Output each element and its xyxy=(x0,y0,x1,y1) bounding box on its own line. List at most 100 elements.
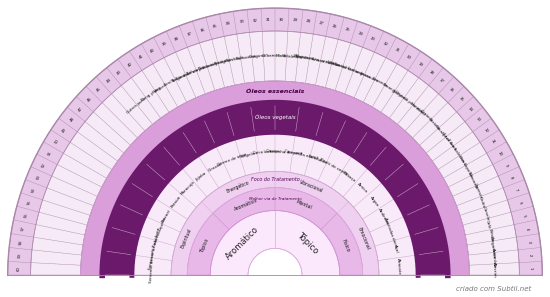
Text: Argan: Argan xyxy=(368,195,379,208)
Text: 24: 24 xyxy=(358,31,364,37)
Polygon shape xyxy=(210,211,340,275)
Text: Melaleuca: Melaleuca xyxy=(282,54,303,59)
Text: 28: 28 xyxy=(306,20,311,24)
Text: 21: 21 xyxy=(394,48,400,53)
Text: 34: 34 xyxy=(226,21,231,26)
Text: Amêndoa doce: Amêndoa doce xyxy=(383,217,398,247)
Text: 59: 59 xyxy=(18,253,22,258)
Text: Sálvia esclareia: Sálvia esclareia xyxy=(186,61,217,76)
Text: Vetiver: Vetiver xyxy=(153,83,168,94)
Text: 38: 38 xyxy=(174,36,180,42)
Text: 42: 42 xyxy=(127,61,133,68)
Text: Patchouli: Patchouli xyxy=(226,56,245,63)
Polygon shape xyxy=(187,188,363,275)
Text: Limão taiti: Limão taiti xyxy=(326,60,348,70)
Text: 44: 44 xyxy=(106,78,112,84)
Text: Canela: Canela xyxy=(481,206,490,220)
Text: Copaíba: Copaíba xyxy=(462,162,474,179)
Text: 43: 43 xyxy=(116,69,123,75)
Text: Eucalipto: Eucalipto xyxy=(434,124,449,141)
Text: Gergelim: Gergelim xyxy=(239,151,258,159)
Text: Germe de trigo: Germe de trigo xyxy=(217,152,247,167)
Text: Mandariona veneta: Mandariona veneta xyxy=(295,54,335,65)
Text: 37: 37 xyxy=(186,31,192,37)
Text: 49: 49 xyxy=(61,127,67,134)
Text: Pimenta preta: Pimenta preta xyxy=(198,59,227,71)
Text: 11: 11 xyxy=(490,139,496,145)
Text: 27: 27 xyxy=(319,21,324,26)
Text: 33: 33 xyxy=(239,20,244,24)
Text: 1: 1 xyxy=(529,267,533,270)
Text: Ho wood: Ho wood xyxy=(409,101,426,116)
Text: Cravo: Cravo xyxy=(457,154,467,167)
Text: Mirra: Mirra xyxy=(276,54,286,58)
Text: Castanha do pará: Castanha do pará xyxy=(266,149,302,156)
Text: 14: 14 xyxy=(466,106,472,113)
Text: Espiritual: Espiritual xyxy=(180,228,193,249)
Text: Mental: Mental xyxy=(295,199,313,211)
Text: 23: 23 xyxy=(370,36,376,42)
Text: Cipreste: Cipreste xyxy=(472,183,483,200)
Text: 46: 46 xyxy=(86,96,92,102)
Text: 13: 13 xyxy=(475,116,481,123)
Text: Camomila alemã: Camomila alemã xyxy=(284,149,318,160)
Text: Coco babaçu: Coco babaçu xyxy=(253,149,279,155)
Text: Calêndula: Calêndula xyxy=(308,154,328,165)
Text: 19: 19 xyxy=(417,61,423,68)
Text: Óleos essenciais: Óleos essenciais xyxy=(246,89,304,94)
Text: Semente de uva: Semente de uva xyxy=(148,249,155,284)
Text: Maracujá: Maracujá xyxy=(180,180,196,196)
Text: Olíbano: Olíbano xyxy=(261,54,277,58)
Text: 50: 50 xyxy=(54,139,60,145)
Text: Manjerona: Manjerona xyxy=(293,55,315,61)
Text: 45: 45 xyxy=(96,87,102,93)
Text: 22: 22 xyxy=(382,42,388,48)
Text: Alecrim: Alecrim xyxy=(492,262,497,278)
Text: Pracaxi: Pracaxi xyxy=(161,209,172,224)
Text: criado com Subtil.net: criado com Subtil.net xyxy=(456,286,531,292)
Text: Erva doce: Erva doce xyxy=(441,132,457,151)
Text: Jojoba: Jojoba xyxy=(195,171,207,182)
Text: 4: 4 xyxy=(524,227,529,230)
Text: 29: 29 xyxy=(293,18,298,23)
Text: 9: 9 xyxy=(504,163,508,167)
Text: Outros: Outros xyxy=(126,102,139,115)
Polygon shape xyxy=(81,81,469,275)
Text: 56: 56 xyxy=(24,213,29,219)
Text: 25: 25 xyxy=(345,28,350,33)
Text: Bergamota: Bergamota xyxy=(489,235,496,258)
Text: Rosa mosqueta: Rosa mosqueta xyxy=(152,217,167,248)
Text: Gerânio: Gerânio xyxy=(419,109,433,123)
Text: Limão siciliano: Limão siciliano xyxy=(333,62,363,75)
Text: Lavanda: Lavanda xyxy=(371,77,388,89)
Text: Aromático: Aromático xyxy=(224,225,261,261)
Text: 31: 31 xyxy=(266,18,271,22)
Text: 17: 17 xyxy=(438,78,444,84)
Polygon shape xyxy=(8,8,542,275)
Text: Óleos vegetais: Óleos vegetais xyxy=(255,114,295,121)
Text: 39: 39 xyxy=(162,42,168,48)
Text: Energético: Energético xyxy=(226,180,251,194)
Text: Arnica: Arnica xyxy=(356,182,369,194)
Polygon shape xyxy=(132,132,418,275)
Text: Tópico: Tópico xyxy=(199,238,210,254)
Text: 60: 60 xyxy=(17,266,21,271)
Text: 30: 30 xyxy=(279,18,284,22)
Text: 2: 2 xyxy=(528,254,532,257)
Text: 41: 41 xyxy=(138,54,145,60)
Text: Semente de abóbora: Semente de abóbora xyxy=(148,228,161,271)
Text: 5: 5 xyxy=(521,214,526,217)
Text: 53: 53 xyxy=(36,174,41,181)
Text: Ylang ylang: Ylang ylang xyxy=(140,86,162,103)
Text: yuzu: yuzu xyxy=(136,97,147,106)
Text: Laranja: Laranja xyxy=(382,83,397,94)
Text: 12: 12 xyxy=(483,127,489,134)
Text: Junípero: Junípero xyxy=(391,88,408,101)
Text: 16: 16 xyxy=(448,87,454,93)
Text: Bétula: Bétula xyxy=(487,229,494,242)
Text: Pataúá: Pataúá xyxy=(170,195,182,208)
Text: Cedro: Cedro xyxy=(478,196,486,208)
Text: 8: 8 xyxy=(509,176,514,179)
Text: Artemísia: Artemísia xyxy=(491,248,497,268)
Text: 36: 36 xyxy=(200,28,205,33)
